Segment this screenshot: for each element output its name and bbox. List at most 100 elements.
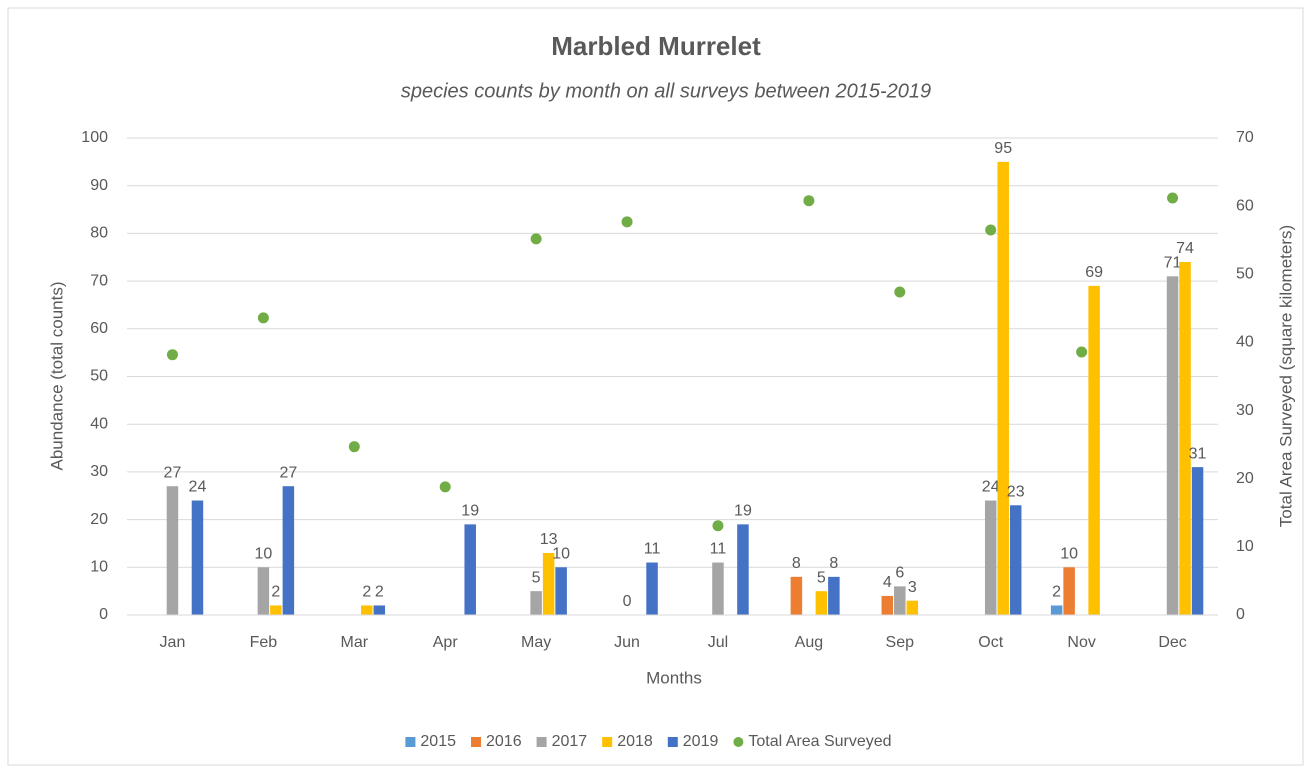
legend-item: 2019 <box>667 733 719 750</box>
chart-subtitle: species counts by month on all surveys b… <box>401 80 931 102</box>
scatter-point <box>621 216 633 228</box>
bar <box>815 591 828 615</box>
data-label: 10 <box>1060 546 1078 563</box>
bar <box>984 500 997 615</box>
x-tick-label: Feb <box>250 634 278 651</box>
scatter-point <box>894 286 906 298</box>
y-tick-label: 70 <box>90 272 108 289</box>
bar <box>1050 605 1063 615</box>
x-tick-label: Sep <box>886 634 915 651</box>
legend-item: Total Area Surveyed <box>733 733 892 750</box>
data-label: 3 <box>908 579 917 596</box>
bar <box>464 524 476 615</box>
x-tick-label: May <box>521 634 551 651</box>
data-label: 69 <box>1085 264 1103 281</box>
bar <box>542 552 555 615</box>
bar <box>790 576 803 615</box>
data-label: 24 <box>189 479 207 496</box>
scatter-point <box>712 520 724 532</box>
legend-item: 2016 <box>471 733 522 750</box>
y-axis-title: Abundance (total counts) <box>47 281 66 470</box>
data-label: 2 <box>362 584 371 601</box>
bar <box>737 524 749 615</box>
bar <box>1166 276 1179 615</box>
data-label: 0 <box>623 593 632 610</box>
y-tick-label: 10 <box>90 559 108 576</box>
y-tick-label: 40 <box>90 415 108 432</box>
y-tick-label: 50 <box>90 368 108 385</box>
y2-tick-label: 10 <box>1236 538 1254 555</box>
data-label: 95 <box>994 140 1012 157</box>
data-label: 19 <box>734 503 752 520</box>
bar <box>257 567 270 615</box>
bar <box>166 486 179 615</box>
x-tick-label: Mar <box>341 634 369 651</box>
x-tick-label: Dec <box>1158 634 1186 651</box>
scatter-point <box>530 233 542 245</box>
bar <box>997 161 1009 615</box>
bar <box>646 562 658 615</box>
bar <box>373 605 386 615</box>
data-label: 23 <box>1007 484 1025 501</box>
y2-tick-label: 20 <box>1236 470 1254 487</box>
x-tick-label: Oct <box>978 634 1003 651</box>
x-axis-title: Months <box>646 668 702 687</box>
legend-swatch <box>733 737 744 747</box>
data-label: 4 <box>883 574 892 591</box>
y2-tick-label: 40 <box>1236 334 1254 351</box>
data-label: 31 <box>1189 445 1207 462</box>
y2-tick-label: 60 <box>1236 197 1254 214</box>
legend-swatch <box>667 737 678 747</box>
data-label: 2 <box>271 584 280 601</box>
bar <box>1009 505 1022 615</box>
bar <box>361 605 373 615</box>
x-tick-label: Jul <box>708 634 728 651</box>
y-tick-label: 60 <box>90 320 108 337</box>
legend-label: 2018 <box>617 733 653 750</box>
y-tick-label: 80 <box>90 225 108 242</box>
bar <box>530 591 542 615</box>
data-label: 8 <box>829 555 838 572</box>
y-tick-label: 100 <box>81 129 108 146</box>
bar <box>1063 567 1075 615</box>
data-label: 8 <box>792 555 801 572</box>
legend-item: 2015 <box>405 733 456 750</box>
scatter-point <box>348 441 360 453</box>
legend-swatch <box>536 737 547 747</box>
bar <box>906 600 919 615</box>
bar <box>555 567 567 615</box>
legend-label: 2016 <box>486 733 522 750</box>
data-label: 24 <box>982 479 1000 496</box>
legend-item: 2018 <box>602 733 653 750</box>
x-tick-label: Nov <box>1067 634 1095 651</box>
legend-swatch <box>602 737 613 747</box>
bar <box>282 486 295 615</box>
scatter-point <box>1076 346 1088 358</box>
x-tick-label: Apr <box>433 634 459 651</box>
legend-label: 2019 <box>683 733 719 750</box>
data-label: 74 <box>1176 240 1194 257</box>
scatter-point <box>257 312 269 324</box>
bar <box>191 500 204 615</box>
x-tick-label: Jan <box>160 634 186 651</box>
legend-swatch <box>471 737 482 747</box>
data-label: 19 <box>461 503 479 520</box>
bar <box>881 595 894 615</box>
scatter-point <box>985 224 997 236</box>
y-tick-label: 0 <box>99 606 108 623</box>
chart-title: Marbled Murrelet <box>551 31 761 61</box>
y2-tick-label: 50 <box>1236 266 1254 283</box>
data-label: 10 <box>552 546 570 563</box>
data-label: 6 <box>895 565 904 582</box>
data-label: 13 <box>540 531 558 548</box>
bar <box>828 576 840 615</box>
legend-label: 2017 <box>552 733 588 750</box>
y2-tick-label: 30 <box>1236 402 1254 419</box>
bar <box>270 605 282 615</box>
data-label: 2 <box>1052 584 1061 601</box>
y2-axis-title: Total Area Surveyed (square kilometers) <box>1276 225 1295 527</box>
scatter-point <box>803 195 815 207</box>
scatter-point <box>1167 192 1179 204</box>
data-label: 5 <box>817 569 826 586</box>
